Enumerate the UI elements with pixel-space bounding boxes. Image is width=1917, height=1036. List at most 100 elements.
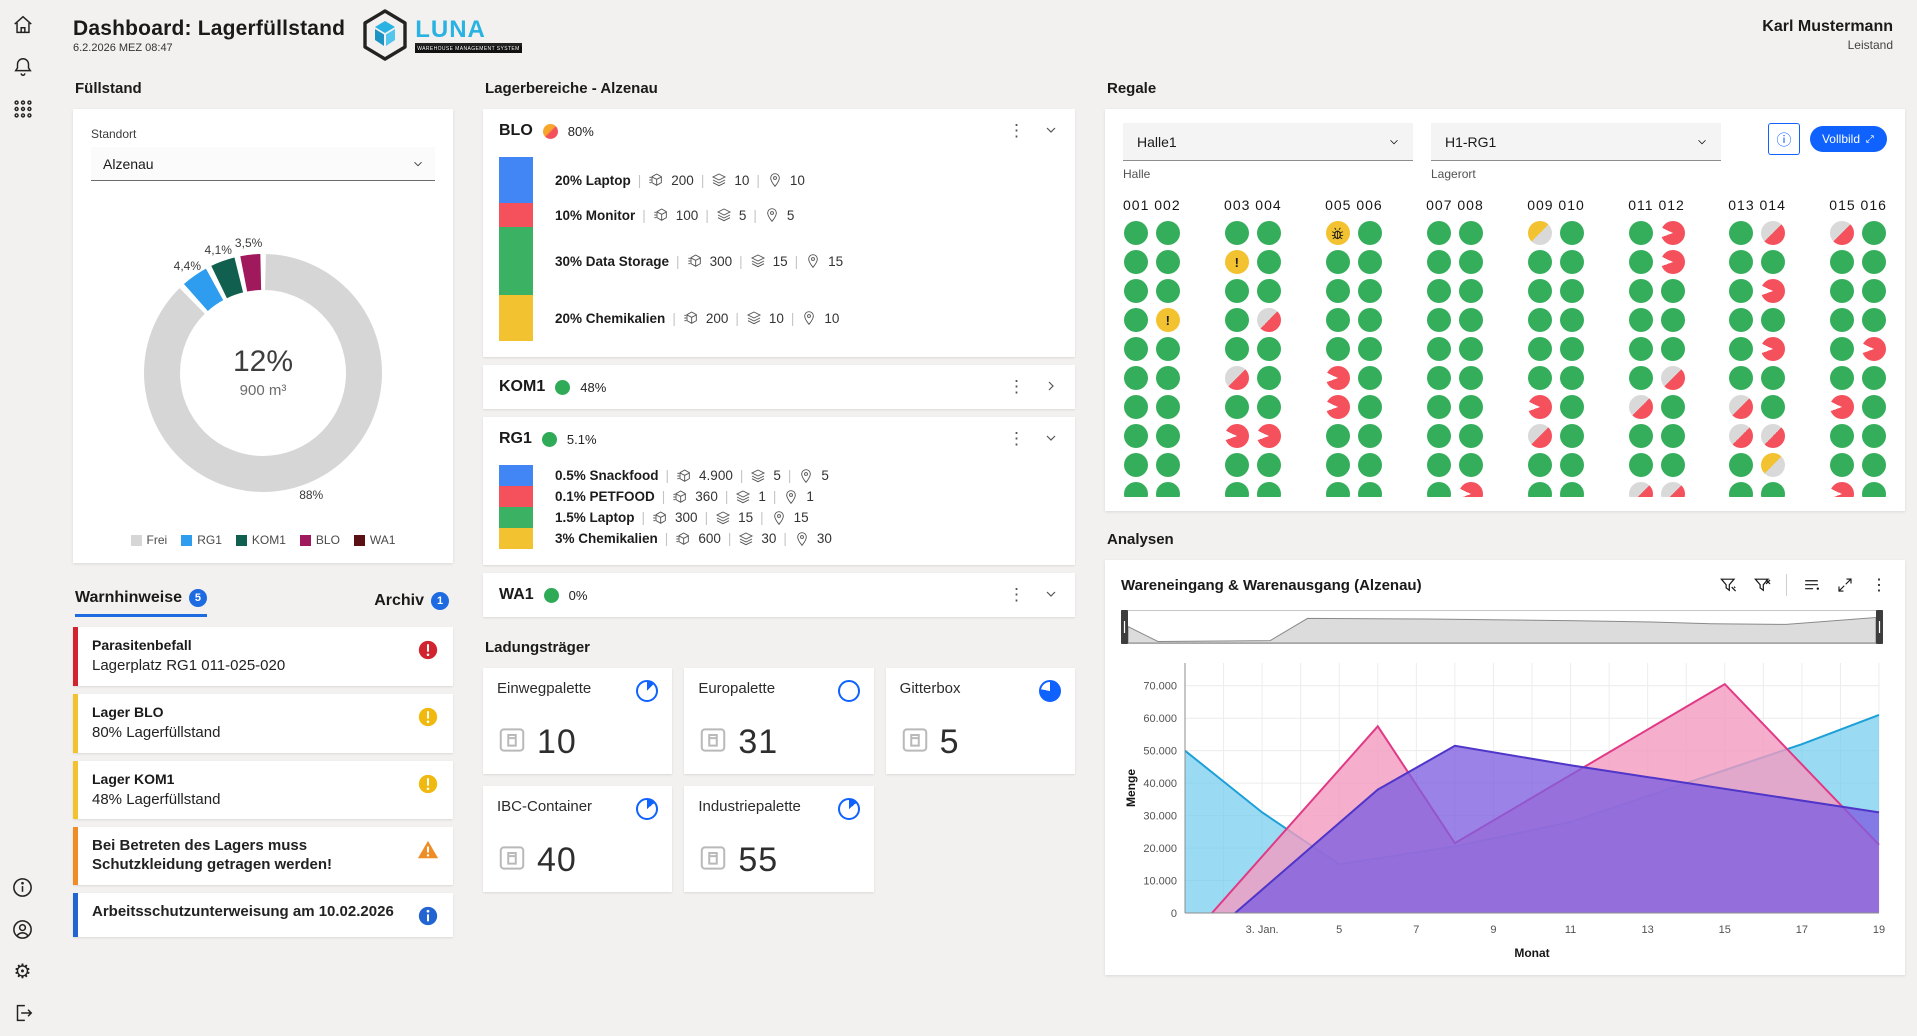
storage-slot[interactable] (1256, 366, 1281, 390)
storage-slot[interactable] (1325, 424, 1350, 448)
logout-icon[interactable] (10, 1000, 36, 1026)
storage-slot[interactable] (1426, 250, 1451, 274)
storage-slot[interactable] (1224, 482, 1249, 497)
storage-slot[interactable] (1830, 482, 1855, 497)
storage-slot[interactable] (1862, 279, 1887, 303)
storage-slot[interactable] (1224, 308, 1249, 332)
storage-slot[interactable] (1660, 221, 1685, 245)
home-icon[interactable] (10, 12, 36, 38)
warning-list-item[interactable]: Lager KOM1 48% Lagerfüllstand (73, 760, 453, 820)
warning-list-item[interactable]: Arbeitsschutzunterweisung am 10.02.2026 (73, 892, 453, 937)
storage-slot[interactable] (1123, 221, 1148, 245)
storage-slot[interactable] (1426, 424, 1451, 448)
storage-slot[interactable] (1426, 482, 1451, 497)
storage-slot[interactable] (1123, 308, 1148, 332)
storage-slot[interactable] (1426, 221, 1451, 245)
storage-slot[interactable] (1123, 250, 1148, 274)
storage-slot[interactable] (1224, 337, 1249, 361)
storage-slot[interactable] (1458, 221, 1483, 245)
distribution-row[interactable]: 0.5% Snackfood | 4.900 | 5 | 5 (555, 465, 1059, 486)
storage-slot[interactable] (1426, 337, 1451, 361)
warning-list-item[interactable]: Bei Betreten des Lagers muss Schutzkleid… (73, 827, 453, 885)
storage-slot[interactable] (1155, 482, 1180, 497)
storage-slot[interactable] (1862, 337, 1887, 361)
storage-slot[interactable] (1559, 250, 1584, 274)
storage-slot[interactable] (1862, 424, 1887, 448)
storage-slot[interactable] (1357, 308, 1382, 332)
storage-slot[interactable] (1729, 395, 1754, 419)
storage-slot[interactable] (1224, 453, 1249, 477)
more-options-icon[interactable]: ⋮ (1871, 577, 1887, 594)
storage-slot[interactable] (1559, 424, 1584, 448)
filter-clear-icon[interactable] (1752, 575, 1772, 595)
storage-slot[interactable]: ! (1155, 308, 1180, 332)
storage-slot[interactable] (1527, 424, 1552, 448)
storage-slot[interactable] (1527, 221, 1552, 245)
distribution-row[interactable]: 20% Laptop | 200 | 10 | 10 (555, 157, 1059, 203)
distribution-row[interactable]: 0.1% PETFOOD | 360 | 1 | 1 (555, 486, 1059, 507)
storage-slot[interactable] (1256, 221, 1281, 245)
storage-slot[interactable]: ! (1224, 250, 1249, 274)
storage-slot[interactable] (1761, 250, 1786, 274)
storage-slot[interactable] (1628, 308, 1653, 332)
more-options-icon[interactable]: ⋮ (1008, 377, 1025, 396)
storage-slot[interactable] (1660, 250, 1685, 274)
storage-slot[interactable] (1123, 395, 1148, 419)
storage-slot[interactable] (1559, 221, 1584, 245)
distribution-row[interactable]: 1.5% Laptop | 300 | 15 | 15 (555, 507, 1059, 528)
storage-slot[interactable] (1830, 453, 1855, 477)
storage-slot[interactable] (1155, 453, 1180, 477)
storage-slot[interactable] (1357, 395, 1382, 419)
storage-slot[interactable] (1862, 308, 1887, 332)
storage-slot[interactable] (1458, 424, 1483, 448)
storage-slot[interactable] (1224, 395, 1249, 419)
distribution-row[interactable]: 30% Data Storage | 300 | 15 | 15 (555, 227, 1059, 295)
storage-slot[interactable] (1729, 366, 1754, 390)
storage-slot[interactable] (1660, 482, 1685, 497)
storage-slot[interactable] (1660, 366, 1685, 390)
storage-slot[interactable] (1559, 279, 1584, 303)
storage-slot[interactable] (1458, 279, 1483, 303)
warning-list-item[interactable]: Lager BLO 80% Lagerfüllstand (73, 693, 453, 753)
storage-slot[interactable] (1862, 250, 1887, 274)
storage-slot[interactable] (1155, 424, 1180, 448)
storage-slot[interactable] (1628, 279, 1653, 303)
storage-slot[interactable] (1155, 221, 1180, 245)
storage-slot[interactable] (1357, 250, 1382, 274)
storage-slot[interactable] (1527, 279, 1552, 303)
halle-select[interactable]: Halle1 (1123, 123, 1413, 161)
storage-slot[interactable] (1660, 337, 1685, 361)
storage-slot[interactable] (1761, 424, 1786, 448)
storage-slot[interactable] (1660, 308, 1685, 332)
storage-slot[interactable] (1123, 337, 1148, 361)
storage-slot[interactable] (1256, 482, 1281, 497)
storage-slot[interactable] (1426, 395, 1451, 419)
storage-slot[interactable] (1761, 366, 1786, 390)
storage-slot[interactable] (1628, 366, 1653, 390)
storage-slot[interactable] (1761, 395, 1786, 419)
storage-slot[interactable] (1325, 395, 1350, 419)
storage-slot[interactable] (1155, 337, 1180, 361)
storage-slot[interactable] (1426, 308, 1451, 332)
carrier-card-Europalette[interactable]: Europalette 31 (684, 668, 874, 774)
storage-slot[interactable] (1123, 482, 1148, 497)
storage-slot[interactable] (1256, 424, 1281, 448)
chevron-down-icon[interactable] (1043, 122, 1059, 141)
storage-slot[interactable] (1660, 424, 1685, 448)
storage-slot[interactable] (1357, 424, 1382, 448)
storage-slot[interactable] (1325, 221, 1350, 245)
storage-slot[interactable] (1862, 482, 1887, 497)
storage-slot[interactable] (1830, 221, 1855, 245)
standort-select[interactable]: Alzenau (91, 147, 435, 181)
lagerort-select[interactable]: H1-RG1 (1431, 123, 1721, 161)
storage-slot[interactable] (1256, 453, 1281, 477)
filter-edit-icon[interactable] (1718, 575, 1738, 595)
storage-slot[interactable] (1559, 366, 1584, 390)
storage-slot[interactable] (1660, 279, 1685, 303)
storage-slot[interactable] (1325, 308, 1350, 332)
storage-slot[interactable] (1458, 366, 1483, 390)
storage-slot[interactable] (1357, 279, 1382, 303)
carrier-card-Einwegpalette[interactable]: Einwegpalette 10 (483, 668, 673, 774)
storage-slot[interactable] (1628, 453, 1653, 477)
storage-slot[interactable] (1123, 424, 1148, 448)
